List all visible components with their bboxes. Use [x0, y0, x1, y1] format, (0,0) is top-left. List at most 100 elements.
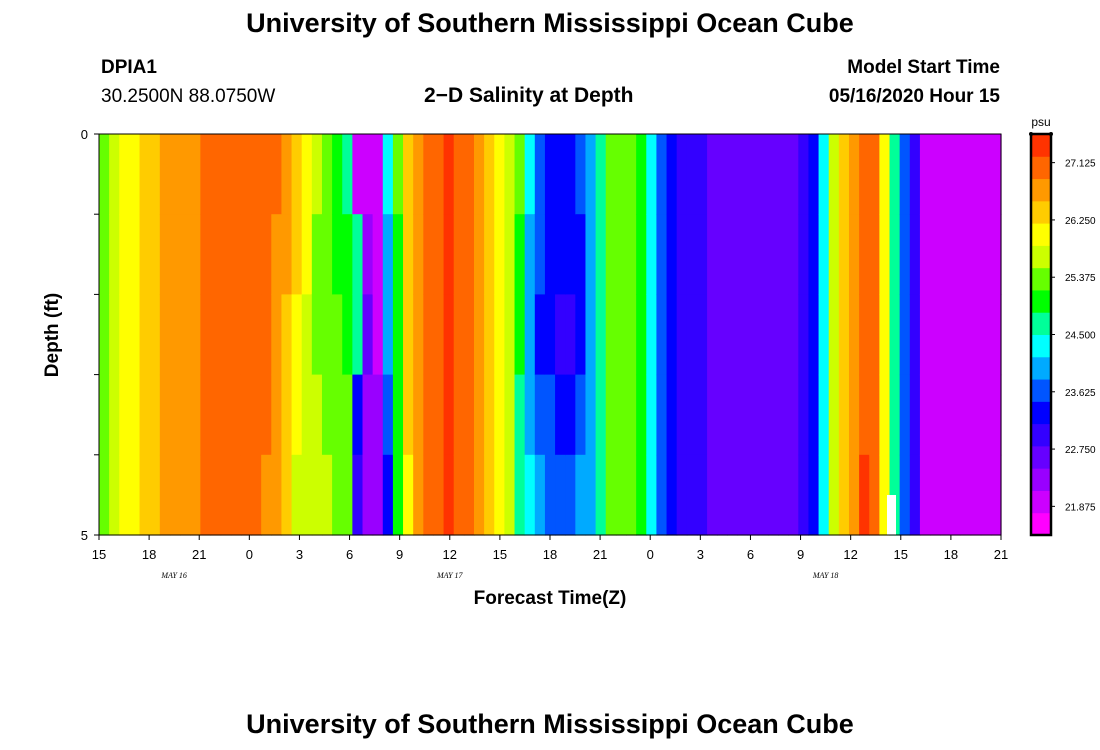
heatmap-cell: [696, 374, 708, 456]
heatmap-cell: [727, 454, 739, 536]
x-tick-label: 0: [647, 547, 654, 562]
heatmap-cell: [707, 294, 718, 376]
heatmap-cell: [838, 374, 850, 456]
heatmap-cell: [129, 294, 141, 376]
heatmap-cell: [463, 214, 475, 295]
heatmap-cell: [494, 374, 505, 456]
heatmap-cell: [798, 214, 810, 295]
heatmap-cell: [575, 294, 587, 376]
heatmap-cell: [392, 374, 404, 456]
heatmap-cell: [119, 374, 130, 456]
x-tick-label: 12: [843, 547, 857, 562]
heatmap-cell: [848, 134, 860, 215]
heatmap-cell: [413, 214, 424, 295]
heatmap-cell: [960, 134, 972, 215]
heatmap-cell: [565, 374, 576, 456]
heatmap-cell: [423, 214, 435, 295]
heatmap-cell: [879, 214, 891, 295]
heatmap-cell: [372, 454, 384, 536]
heatmap-cell: [970, 134, 982, 215]
heatmap-cell: [129, 454, 141, 536]
heatmap-cell: [534, 454, 546, 536]
colorbar-swatch: [1031, 468, 1051, 491]
page-title: University of Southern Mississippi Ocean…: [246, 8, 854, 38]
heatmap-cell: [737, 294, 749, 376]
heatmap-cell: [656, 294, 668, 376]
heatmap-cell: [433, 134, 445, 215]
heatmap-cell: [271, 214, 283, 295]
heatmap-cell: [321, 214, 333, 295]
heatmap-cell: [879, 134, 891, 215]
heatmap-cell: [615, 374, 627, 456]
heatmap-cell: [261, 214, 272, 295]
colorbar-swatch: [1031, 401, 1051, 425]
heatmap-cell: [200, 294, 212, 376]
heatmap-cell: [828, 374, 840, 456]
heatmap-cell: [453, 374, 465, 456]
heatmap-cell: [119, 454, 130, 536]
heatmap-cell: [311, 454, 323, 536]
heatmap-cell: [524, 294, 536, 376]
heatmap-cell: [413, 134, 424, 215]
heatmap-cell: [940, 454, 951, 536]
heatmap-cell: [838, 294, 850, 376]
heatmap-cell: [342, 454, 353, 536]
heatmap-cell: [585, 134, 597, 215]
heatmap-cell: [311, 294, 323, 376]
heatmap-cell: [504, 214, 516, 295]
colorbar-swatch: [1031, 334, 1051, 358]
heatmap-cell: [514, 294, 526, 376]
heatmap-cell: [585, 214, 597, 295]
heatmap-cell: [261, 294, 272, 376]
colorbar-swatch: [1031, 156, 1051, 180]
heatmap-cell: [119, 294, 130, 376]
heatmap-cell: [169, 294, 181, 376]
colorbar-swatch: [1031, 445, 1051, 469]
heatmap-cell: [220, 134, 232, 215]
heatmap-cell: [109, 454, 120, 536]
heatmap-cell: [940, 214, 951, 295]
heatmap-cell: [869, 214, 880, 295]
heatmap-cell: [960, 294, 972, 376]
heatmap-cell: [940, 134, 951, 215]
heatmap-cell: [190, 214, 201, 295]
heatmap-cell: [757, 134, 769, 215]
heatmap-cell: [180, 374, 191, 456]
heatmap-cell: [392, 134, 404, 215]
heatmap-cell: [970, 374, 982, 456]
heatmap-cell: [453, 294, 465, 376]
missing-data-cell: [887, 495, 896, 535]
heatmap-cell: [403, 214, 414, 295]
colorbar: 27.125 26.250 25.375 24.500 23.625 22.750 21.8…: [1029, 132, 1096, 537]
heatmap-cell: [798, 374, 810, 456]
heatmap-cell: [200, 374, 212, 456]
heatmap-cell: [413, 374, 424, 456]
heatmap-cell: [372, 214, 384, 295]
heatmap-cell: [828, 294, 840, 376]
heatmap-cell: [930, 214, 941, 295]
heatmap-cell: [575, 134, 587, 215]
heatmap-cell: [838, 214, 850, 295]
y-tick-label: 5: [81, 528, 88, 543]
heatmap-cell: [980, 294, 992, 376]
model-start-value: 05/16/2020 Hour 15: [828, 86, 1000, 107]
heatmap-cell: [291, 134, 303, 215]
heatmap-cell: [261, 374, 272, 456]
heatmap-cell: [352, 454, 364, 536]
heatmap-cell: [950, 294, 962, 376]
heatmap-cell: [230, 134, 242, 215]
heatmap-cell: [139, 454, 151, 536]
heatmap-cell: [169, 374, 181, 456]
heatmap-cell: [332, 294, 343, 376]
heatmap-cell: [828, 134, 840, 215]
heatmap-cell: [159, 374, 171, 456]
heatmap-cell: [646, 214, 658, 295]
heatmap-cell: [869, 454, 880, 536]
heatmap-cell: [382, 214, 394, 295]
heatmap-cell: [899, 294, 911, 376]
heatmap-cell: [473, 214, 485, 295]
heatmap-cell: [484, 374, 495, 456]
heatmap-cell: [210, 294, 222, 376]
heatmap-cell: [848, 454, 860, 536]
